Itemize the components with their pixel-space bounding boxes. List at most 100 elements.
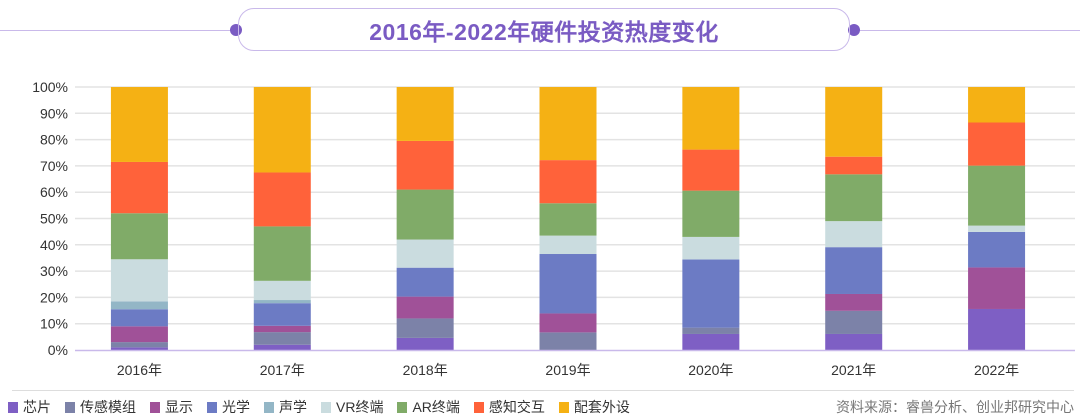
bar-segment-1 — [682, 327, 740, 334]
legend-swatch — [558, 401, 569, 413]
bar-segment-3 — [968, 231, 1026, 268]
legend-swatch — [473, 401, 484, 413]
bar-segment-3 — [253, 303, 311, 326]
legend-item: 光学 — [207, 397, 250, 417]
legend-item: 配套外设 — [558, 397, 630, 417]
y-tick-label: 100% — [32, 79, 68, 95]
legend-label: 配套外设 — [573, 399, 630, 415]
legend-label: VR终端 — [336, 399, 384, 415]
y-tick-label: 30% — [40, 263, 68, 279]
bar-segment-8 — [396, 87, 454, 141]
bar-segment-7 — [825, 156, 883, 175]
bar-segment-8 — [682, 87, 740, 150]
legend-label: 声学 — [279, 399, 307, 415]
legend-label: 芯片 — [23, 399, 51, 415]
bar-segment-6 — [253, 226, 311, 281]
chart-title-box: 2016年-2022年硬件投资热度变化 — [238, 8, 850, 51]
bar-segment-6 — [682, 190, 740, 237]
y-tick-label: 10% — [40, 316, 68, 332]
title-dot-left — [230, 24, 242, 36]
legend: 芯片 传感模组 显示 光学 声学 VR终端 AR终端 感知交互 配套外设 — [8, 397, 644, 417]
legend-label: 感知交互 — [488, 399, 545, 415]
title-line-left — [0, 30, 238, 31]
title-line-right — [850, 30, 1080, 31]
legend-swatch — [150, 401, 160, 413]
bar-segment-7 — [253, 172, 311, 227]
legend-item: VR终端 — [321, 397, 383, 417]
x-tick-label: 2016年 — [117, 362, 162, 378]
legend-swatch — [207, 401, 217, 413]
bar-segment-1 — [253, 332, 311, 345]
legend-swatch — [264, 401, 274, 413]
legend-item: 感知交互 — [473, 397, 545, 417]
bar-segment-3 — [396, 267, 454, 297]
bar-segment-7 — [968, 122, 1026, 166]
y-tick-label: 0% — [48, 342, 68, 358]
divider — [12, 390, 1074, 391]
bar-segment-6 — [110, 213, 168, 260]
legend-label: 光学 — [222, 399, 250, 415]
legend-label: 传感模组 — [80, 399, 136, 415]
bar-segment-7 — [110, 161, 168, 214]
bar-segment-8 — [825, 87, 883, 157]
legend-item: 声学 — [264, 397, 307, 417]
legend-swatch — [321, 401, 331, 413]
bar-segment-3 — [682, 259, 740, 328]
bar-segment-2 — [253, 325, 311, 333]
bar-segment-4 — [110, 301, 168, 310]
legend-item: 芯片 — [8, 397, 51, 417]
bar-segment-1 — [110, 342, 168, 348]
bar-segment-5 — [253, 280, 311, 301]
x-tick-label: 2019年 — [545, 362, 590, 378]
legend-item: 传感模组 — [65, 397, 136, 417]
bar-segment-5 — [539, 235, 597, 255]
bar-segment-6 — [396, 189, 454, 240]
y-tick-label: 40% — [40, 237, 68, 253]
bar-segment-1 — [396, 318, 454, 338]
bar-segment-7 — [682, 149, 740, 191]
source-note: 资料来源：睿兽分析、创业邦研究中心 — [836, 399, 1074, 415]
bar-segment-5 — [110, 259, 168, 302]
bar-segment-5 — [396, 239, 454, 268]
bar-segment-5 — [825, 221, 883, 248]
bar-segment-0 — [253, 344, 311, 350]
bar-segment-2 — [825, 293, 883, 311]
legend-swatch — [8, 401, 18, 413]
bar-segment-3 — [825, 247, 883, 294]
bar-segment-6 — [968, 165, 1026, 226]
y-tick-label: 70% — [40, 158, 68, 174]
bar-segment-7 — [396, 140, 454, 190]
x-tick-label: 2022年 — [974, 362, 1019, 378]
bar-segment-0 — [968, 308, 1026, 350]
bar-segment-2 — [968, 267, 1026, 309]
y-tick-label: 20% — [40, 289, 68, 305]
y-tick-label: 80% — [40, 132, 68, 148]
bar-segment-1 — [825, 310, 883, 334]
bar-segment-8 — [253, 87, 311, 173]
bar-segment-2 — [539, 313, 597, 333]
bar-segment-3 — [110, 309, 168, 327]
legend-label: AR终端 — [412, 399, 460, 415]
legend-item: AR终端 — [397, 397, 460, 417]
legend-swatch — [397, 401, 408, 413]
bar-segment-8 — [968, 87, 1026, 123]
bar-segment-6 — [539, 203, 597, 236]
legend-swatch — [65, 401, 75, 413]
bar-segment-6 — [825, 174, 883, 222]
x-tick-label: 2021年 — [831, 362, 876, 378]
title-dot-right — [848, 24, 860, 36]
x-tick-label: 2018年 — [403, 362, 448, 378]
bar-segment-7 — [539, 160, 597, 204]
y-tick-label: 90% — [40, 105, 68, 121]
bar-segment-0 — [825, 333, 883, 350]
y-tick-label: 60% — [40, 184, 68, 200]
bar-segment-0 — [110, 347, 168, 350]
bar-segment-0 — [682, 333, 740, 350]
legend-item: 显示 — [150, 397, 193, 417]
x-tick-label: 2017年 — [260, 362, 305, 378]
legend-label: 显示 — [165, 399, 193, 415]
bar-segment-8 — [539, 87, 597, 161]
bar-segment-2 — [396, 296, 454, 319]
bar-segment-0 — [396, 337, 454, 350]
